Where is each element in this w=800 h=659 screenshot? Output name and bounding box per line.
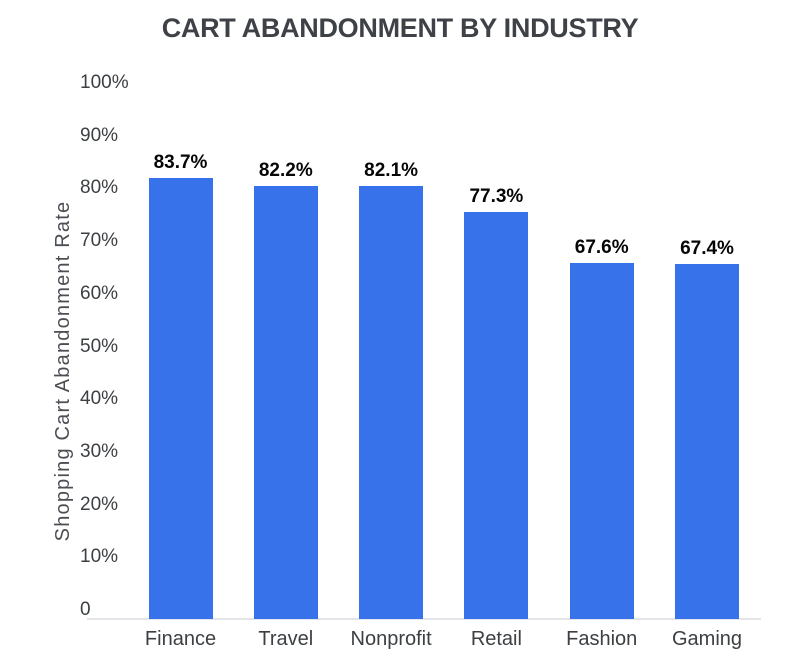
bar-value-label-retail: 77.3% bbox=[469, 185, 524, 207]
bar-nonprofit bbox=[359, 186, 424, 619]
bar-value-label-travel: 82.2% bbox=[258, 159, 313, 181]
x-axis-label-travel: Travel bbox=[258, 628, 314, 650]
y-tick-0: 0 bbox=[80, 599, 91, 620]
bar-value-label-nonprofit: 82.1% bbox=[364, 160, 419, 182]
x-axis-label-nonprofit: Nonprofit bbox=[350, 628, 432, 650]
bar-gaming bbox=[675, 263, 739, 619]
x-axis-label-fashion: Fashion bbox=[566, 628, 638, 650]
y-tick-40: 40% bbox=[80, 388, 119, 410]
bar-fashion bbox=[569, 262, 634, 619]
bar-value-label-finance: 83.7% bbox=[153, 151, 208, 173]
y-tick-60: 60% bbox=[80, 282, 119, 304]
x-axis-line bbox=[87, 618, 761, 620]
x-axis-label-gaming: Gaming bbox=[671, 628, 743, 650]
y-tick-20: 20% bbox=[80, 493, 119, 515]
bar-travel bbox=[253, 185, 318, 619]
y-tick-50: 50% bbox=[80, 335, 119, 357]
y-axis-title: Shopping Cart Abandonment Rate bbox=[52, 200, 74, 542]
bar-retail bbox=[464, 211, 529, 619]
chart-title: CART ABANDONMENT BY INDUSTRY bbox=[161, 13, 639, 43]
x-axis-label-finance: Finance bbox=[144, 628, 217, 650]
bar-value-label-fashion: 67.6% bbox=[574, 236, 629, 258]
bar-finance bbox=[148, 177, 213, 619]
x-axis-label-retail: Retail bbox=[470, 628, 522, 650]
y-tick-70: 70% bbox=[80, 230, 119, 252]
y-tick-10: 10% bbox=[80, 546, 119, 568]
y-tick-90: 90% bbox=[80, 124, 119, 146]
y-tick-100: 100% bbox=[80, 72, 129, 93]
y-tick-30: 30% bbox=[80, 440, 119, 462]
bar-value-label-gaming: 67.4% bbox=[680, 237, 734, 259]
y-tick-80: 80% bbox=[80, 177, 119, 199]
